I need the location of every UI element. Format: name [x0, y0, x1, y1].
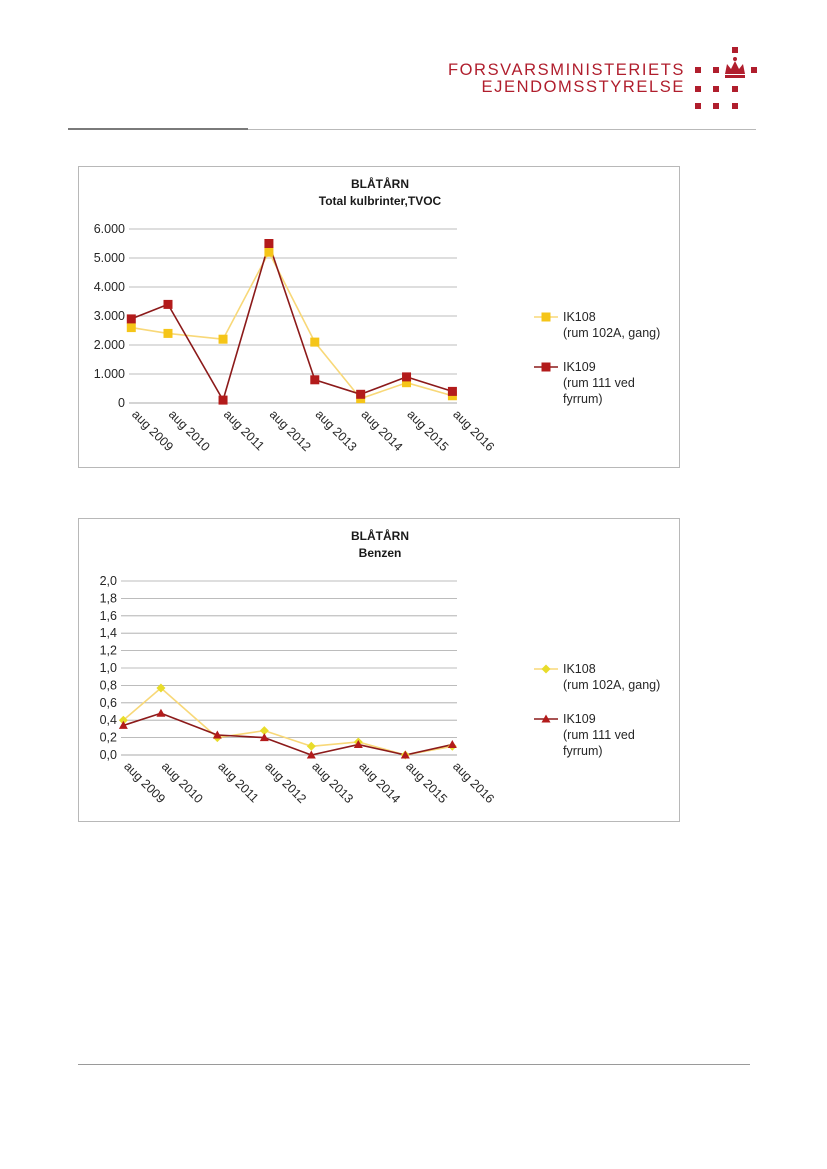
- legend-label: IK109: [563, 360, 596, 374]
- data-point-ik108: [156, 683, 166, 693]
- data-point-ik108: [310, 337, 320, 347]
- chart-title: BLÅTÅRN: [351, 176, 409, 191]
- legend-label: fyrrum): [563, 744, 603, 758]
- y-tick-label: 0,2: [100, 731, 117, 745]
- legend-marker-ik108: [541, 312, 551, 322]
- y-tick-label: 1,4: [100, 626, 117, 640]
- chart-tvoc: BLÅTÅRN Total kulbrinter,TVOC 0 1.000 2.00…: [78, 166, 680, 468]
- legend-marker-ik109: [541, 714, 551, 723]
- header-rule: [68, 129, 756, 130]
- x-tick-label: aug 2012: [262, 759, 309, 806]
- legend-label: IK108: [563, 662, 596, 676]
- footer-rule: [78, 1064, 750, 1065]
- x-tick-label: aug 2013: [309, 759, 356, 806]
- y-tick-label: 4.000: [94, 280, 125, 294]
- data-point-ik109: [306, 750, 316, 759]
- chart-subtitle: Total kulbrinter,TVOC: [319, 194, 442, 208]
- x-tick-label: aug 2012: [267, 407, 314, 454]
- y-tick-label: 0,6: [100, 696, 117, 710]
- y-tick-label: 5.000: [94, 251, 125, 265]
- y-tick-label: 0,4: [100, 713, 117, 727]
- y-tick-label: 3.000: [94, 309, 125, 323]
- organization-name-line-2: EJENDOMSSTYRELSE: [481, 78, 685, 96]
- data-point-ik108: [126, 323, 136, 333]
- data-point-ik109: [447, 386, 457, 396]
- x-tick-label: aug 2016: [450, 759, 497, 806]
- x-tick-label: aug 2011: [215, 759, 261, 805]
- data-point-ik108: [402, 378, 412, 388]
- y-tick-label: 1.000: [94, 367, 125, 381]
- chart-title: BLÅTÅRN: [351, 528, 409, 543]
- data-point-ik109: [163, 299, 173, 309]
- x-tick-label: aug 2015: [404, 407, 451, 454]
- chart-benzen-svg: BLÅTÅRN Benzen 0,0 0,2 0,4 0,6 0,8 1,0 1,2 1,4 1…: [100, 528, 661, 806]
- chart-tvoc-svg: BLÅTÅRN Total kulbrinter,TVOC 0 1.000 2.00…: [94, 176, 661, 454]
- legend-marker-ik108: [541, 664, 551, 674]
- data-point-ik108: [218, 334, 228, 344]
- crown-dots-logo: [695, 47, 757, 109]
- data-point-ik108: [264, 247, 274, 257]
- y-tick-label: 6.000: [94, 222, 125, 236]
- chart-subtitle: Benzen: [359, 546, 402, 560]
- x-tick-label: aug 2013: [313, 407, 360, 454]
- series-line-ik109: [130, 242, 453, 401]
- data-point-ik109: [400, 750, 410, 759]
- x-tick-label: aug 2010: [159, 759, 206, 806]
- x-tick-label: aug 2014: [356, 759, 403, 806]
- chart-benzen: BLÅTÅRN Benzen 0,0 0,2 0,4 0,6 0,8 1,0 1,2 1,4 1…: [78, 518, 680, 822]
- legend-label: IK108: [563, 310, 596, 324]
- x-tick-label: aug 2011: [221, 407, 267, 453]
- data-point-ik109: [118, 720, 128, 729]
- y-tick-label: 2.000: [94, 338, 125, 352]
- legend-label: (rum 111 ved: [563, 728, 635, 742]
- y-tick-label: 0: [118, 396, 125, 410]
- data-point-ik109: [264, 239, 274, 248]
- x-tick-label: aug 2014: [359, 407, 406, 454]
- series-line-ik108: [131, 251, 453, 400]
- legend-label: fyrrum): [563, 392, 603, 406]
- y-tick-label: 0,8: [100, 678, 117, 692]
- y-tick-label: 1,2: [100, 644, 117, 658]
- data-point-ik109: [356, 389, 366, 399]
- legend-label: (rum 102A, gang): [563, 678, 660, 692]
- legend-label: (rum 111 ved: [563, 376, 635, 390]
- data-point-ik109: [402, 372, 412, 382]
- legend-label: IK109: [563, 712, 596, 726]
- header-rule-accent: [68, 128, 248, 130]
- series-line-ik109: [123, 712, 453, 756]
- x-tick-label: aug 2015: [403, 759, 450, 806]
- data-point-ik109: [447, 740, 457, 749]
- data-point-ik108: [306, 741, 316, 751]
- organization-name: FORSVARSMINISTERIETS EJENDOMSSTYRELSE: [410, 62, 685, 96]
- data-point-ik108: [259, 726, 269, 736]
- data-point-ik109: [353, 740, 363, 749]
- data-point-ik109: [156, 708, 166, 717]
- y-tick-label: 1,6: [100, 609, 117, 623]
- data-point-ik109: [310, 375, 320, 385]
- data-point-ik109: [212, 730, 222, 739]
- y-tick-label: 1,0: [100, 661, 117, 675]
- x-tick-label: aug 2016: [450, 407, 497, 454]
- y-tick-label: 2,0: [100, 574, 117, 588]
- y-tick-label: 0,0: [100, 748, 117, 762]
- data-point-ik108: [118, 715, 128, 725]
- data-point-ik109: [126, 314, 136, 324]
- data-point-ik109: [259, 733, 269, 742]
- legend-label: (rum 102A, gang): [563, 326, 660, 340]
- organization-name-line-1: FORSVARSMINISTERIETS: [447, 61, 685, 79]
- series-line-ik108: [122, 687, 453, 756]
- y-tick-label: 1,8: [100, 591, 117, 605]
- data-point-ik108: [163, 328, 173, 338]
- legend-marker-ik109: [541, 362, 551, 372]
- data-point-ik109: [218, 395, 228, 405]
